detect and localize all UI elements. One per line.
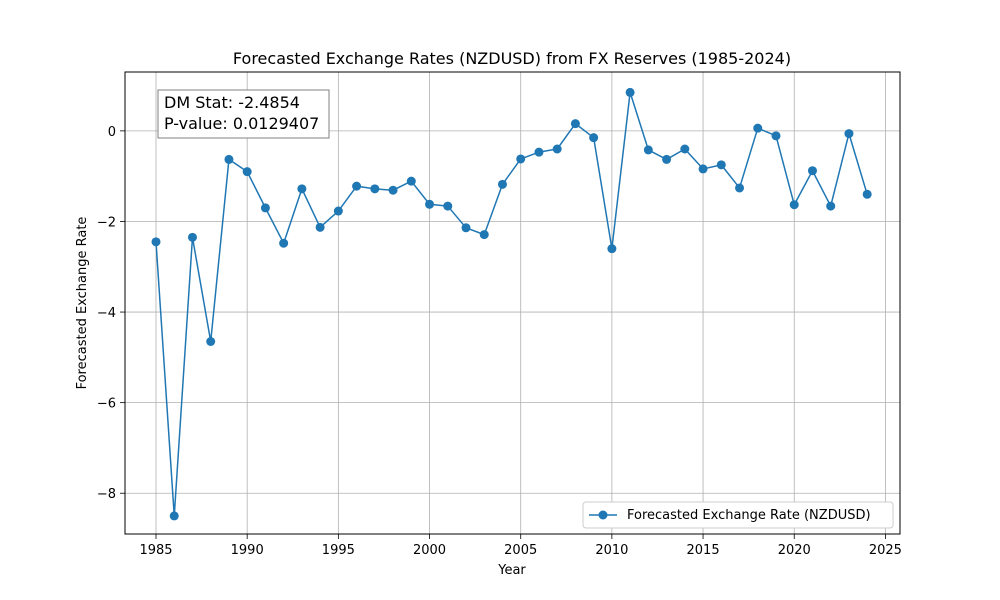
data-point: [169, 511, 179, 521]
data-point: [497, 179, 507, 189]
data-point: [479, 230, 489, 240]
data-point: [534, 147, 544, 157]
x-tick-label: 2020: [778, 543, 811, 558]
legend-marker-swatch: [598, 510, 608, 520]
data-point: [698, 164, 708, 174]
data-point: [315, 222, 325, 232]
data-point: [826, 201, 836, 211]
data-point: [406, 176, 416, 186]
legend-box: [582, 501, 894, 529]
data-point: [771, 131, 781, 141]
data-point: [607, 244, 617, 254]
data-point: [735, 183, 745, 193]
data-point: [844, 129, 854, 139]
series-line: [155, 91, 868, 517]
series-layer: [151, 87, 872, 521]
p-value-text: P-value: 0.0129407: [164, 114, 319, 133]
data-point: [297, 184, 307, 194]
data-point: [570, 119, 580, 129]
dm-stat-text: DM Stat: -2.4854: [164, 93, 300, 112]
data-point: [260, 203, 270, 213]
data-point: [352, 181, 362, 191]
axes: 1985 1990 1995 2000 2005 2010 2015 2020 2025 0 −2 −…: [97, 125, 902, 558]
data-point: [187, 232, 197, 242]
y-axis-label: Forecasted Exchange Rate: [75, 217, 90, 390]
legend-label: Forecasted Exchange Rate (NZDUSD): [627, 508, 871, 523]
data-point: [425, 199, 435, 209]
y-tick-label: −8: [97, 487, 116, 502]
data-point: [789, 200, 799, 210]
data-point: [206, 337, 216, 346]
x-tick-label: 2010: [595, 543, 628, 558]
y-tick-label: −2: [97, 215, 116, 230]
x-tick-label: 2025: [869, 543, 902, 558]
x-axis-label: Year: [497, 563, 526, 578]
y-tick-label: −6: [97, 397, 116, 412]
y-tick-label: −4: [97, 306, 116, 321]
data-point: [552, 144, 562, 154]
annotation-box: [157, 89, 330, 139]
data-point: [807, 166, 817, 176]
legend: Forecasted Exchange Rate (NZDUSD): [582, 501, 894, 529]
chart-title: Forecasted Exchange Rates (NZDUSD) from …: [233, 49, 791, 68]
x-tick-label: 2005: [504, 543, 537, 558]
data-point: [388, 185, 398, 195]
data-point: [224, 154, 234, 164]
data-point: [680, 144, 690, 154]
y-tick-label: 0: [108, 125, 116, 140]
data-point: [625, 87, 635, 97]
data-point: [333, 206, 343, 216]
data-point: [643, 145, 653, 155]
data-point: [753, 123, 763, 133]
stats-annotation: DM Stat: -2.4854 P-value: 0.0129407: [157, 89, 330, 139]
plot-frame: [124, 71, 901, 535]
x-tick-label: 2015: [687, 543, 720, 558]
data-point: [589, 133, 599, 143]
data-point: [279, 238, 289, 248]
data-point: [461, 223, 471, 233]
x-tick-label: 1985: [139, 543, 172, 558]
x-tick-label: 2000: [413, 543, 446, 558]
data-point: [516, 154, 526, 164]
x-tick-label: 1995: [322, 543, 355, 558]
data-point: [151, 237, 161, 247]
data-point: [443, 201, 453, 211]
data-point: [862, 189, 872, 199]
data-point: [370, 184, 380, 194]
x-tick-label: 1990: [231, 543, 264, 558]
data-point: [242, 167, 252, 177]
grid: [125, 72, 900, 534]
data-point: [662, 154, 672, 164]
data-point: [716, 160, 726, 170]
